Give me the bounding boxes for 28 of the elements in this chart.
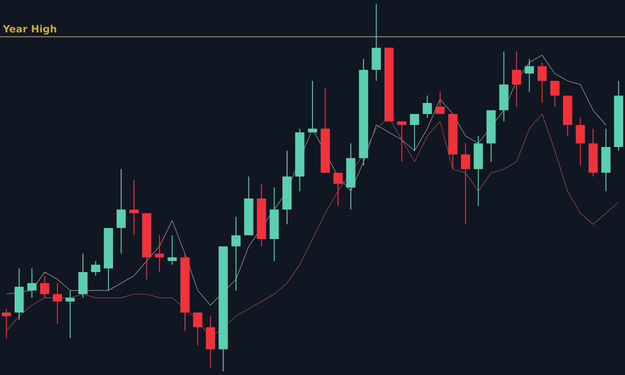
candlestick (52, 282, 62, 324)
candlestick (538, 62, 547, 104)
candlestick (460, 142, 470, 225)
candlestick (372, 3, 381, 82)
candlestick (422, 95, 432, 118)
candlestick (91, 260, 100, 276)
candlestick (154, 234, 164, 273)
candlestick (206, 316, 216, 368)
candlestick (168, 234, 177, 266)
candlestick (550, 80, 560, 108)
candlestick (27, 268, 36, 298)
candlestick (397, 120, 406, 162)
ref-line-label: Year High (2, 24, 56, 35)
candlestick (78, 253, 88, 298)
candlestick (231, 216, 241, 291)
candlestick (576, 117, 585, 166)
candlestick (435, 91, 445, 114)
candlestick (512, 51, 522, 108)
candlestick (2, 308, 11, 339)
candlestick (410, 114, 420, 152)
candlestick (524, 58, 534, 92)
candlestick (333, 172, 343, 206)
candlestick (129, 180, 139, 236)
candlestick (193, 312, 202, 346)
candlestick (66, 290, 75, 339)
candlestick (308, 80, 318, 133)
candlestick (116, 168, 126, 254)
candlestick (40, 275, 50, 298)
